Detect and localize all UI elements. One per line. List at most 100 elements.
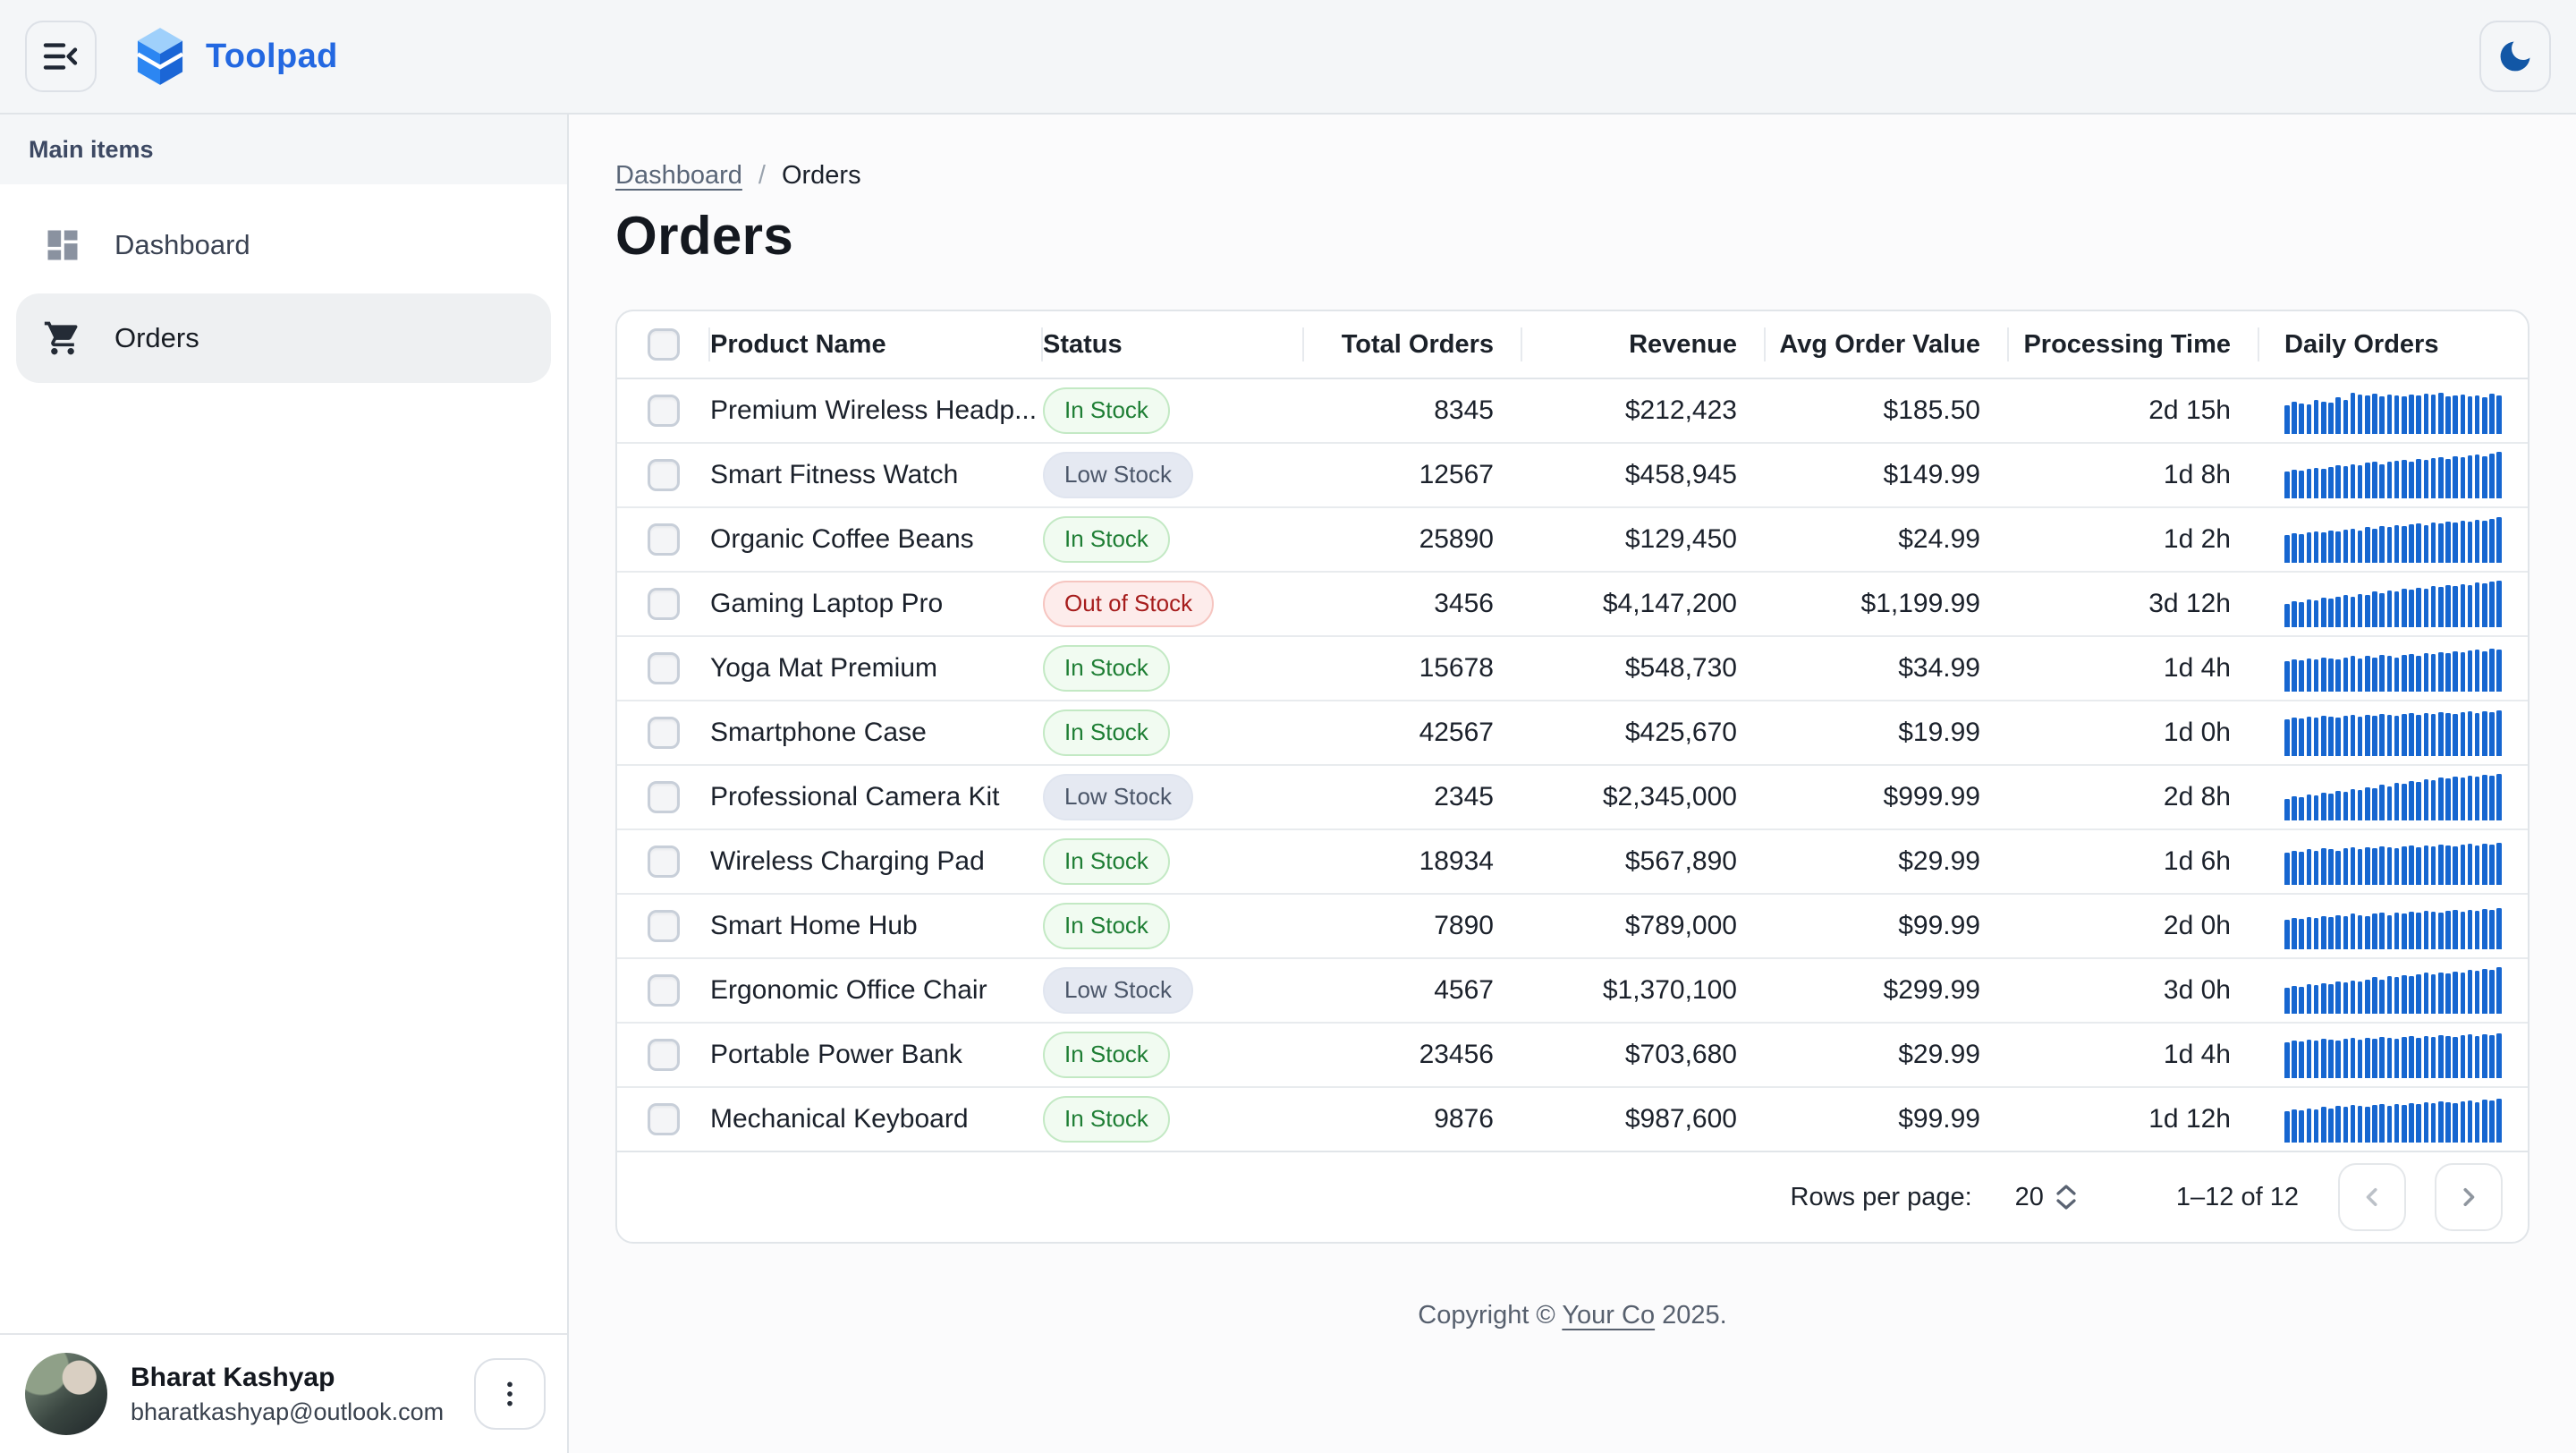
total-orders-cell: 42567	[1419, 718, 1494, 747]
column-header-revenue[interactable]: Revenue	[1522, 311, 1766, 378]
status-badge: Low Stock	[1043, 774, 1193, 820]
total-orders-cell: 8345	[1434, 395, 1494, 425]
previous-page-button[interactable]	[2338, 1163, 2406, 1231]
revenue-cell: $212,423	[1624, 395, 1737, 425]
sidebar-section-label: Main items	[0, 115, 567, 184]
chevron-right-icon	[2453, 1181, 2485, 1213]
daily-orders-cell	[2259, 1096, 2528, 1143]
daily-orders-cell	[2259, 387, 2528, 434]
kebab-menu-icon	[492, 1376, 528, 1412]
column-header-processing-time[interactable]: Processing Time	[2009, 311, 2259, 378]
processing-time-cell: 2d 15h	[2148, 395, 2231, 425]
table-row: Wireless Charging Pad In Stock 18934 $56…	[617, 830, 2528, 895]
table-row: Organic Coffee Beans In Stock 25890 $129…	[617, 508, 2528, 573]
column-header-status[interactable]: Status	[1043, 311, 1304, 378]
row-checkbox[interactable]	[648, 459, 680, 491]
table-row: Smart Home Hub In Stock 7890 $789,000 $9…	[617, 895, 2528, 959]
daily-orders-cell	[2259, 774, 2528, 820]
daily-orders-sparkline	[2284, 710, 2510, 756]
sidebar-user-section: Bharat Kashyap bharatkashyap@outlook.com	[0, 1333, 567, 1453]
revenue-cell: $129,450	[1624, 524, 1737, 554]
total-orders-cell: 7890	[1434, 911, 1494, 940]
avg-order-value-cell: $1,199.99	[1860, 589, 1980, 618]
next-page-button[interactable]	[2435, 1163, 2503, 1231]
row-checkbox[interactable]	[648, 974, 680, 1007]
daily-orders-sparkline	[2284, 452, 2510, 498]
product-name-cell: Organic Coffee Beans	[710, 524, 974, 554]
status-cell: Out of Stock	[1043, 581, 1304, 627]
table-row: Premium Wireless Headp... In Stock 8345 …	[617, 379, 2528, 444]
status-badge: In Stock	[1043, 903, 1170, 949]
avg-order-value-cell: $999.99	[1883, 782, 1980, 811]
sidebar-item-dashboard[interactable]: Dashboard	[16, 200, 551, 290]
status-cell: In Stock	[1043, 516, 1304, 563]
daily-orders-cell	[2259, 1032, 2528, 1078]
avg-order-value-cell: $299.99	[1883, 975, 1980, 1005]
app-home-link[interactable]: Toolpad	[136, 28, 338, 85]
page-title: Orders	[615, 206, 794, 266]
processing-time-cell: 1d 4h	[2163, 1040, 2231, 1069]
row-checkbox[interactable]	[648, 910, 680, 942]
revenue-cell: $4,147,200	[1602, 589, 1737, 618]
processing-time-cell: 2d 0h	[2163, 911, 2231, 940]
processing-time-cell: 1d 12h	[2148, 1104, 2231, 1134]
row-checkbox[interactable]	[648, 652, 680, 684]
avg-order-value-cell: $29.99	[1898, 1040, 1980, 1069]
select-all-checkbox[interactable]	[648, 328, 680, 361]
processing-time-cell: 2d 8h	[2163, 782, 2231, 811]
shopping-cart-icon	[41, 317, 84, 360]
status-badge: In Stock	[1043, 1032, 1170, 1078]
breadcrumb-link-dashboard[interactable]: Dashboard	[615, 161, 742, 190]
row-checkbox[interactable]	[648, 845, 680, 878]
total-orders-cell: 3456	[1434, 589, 1494, 618]
sidebar-item-orders[interactable]: Orders	[16, 293, 551, 383]
breadcrumb: Dashboard / Orders	[615, 161, 2529, 191]
status-badge: Low Stock	[1043, 452, 1193, 498]
avg-order-value-cell: $19.99	[1898, 718, 1980, 747]
row-checkbox[interactable]	[648, 1103, 680, 1135]
collapse-sidebar-button[interactable]	[25, 21, 97, 92]
status-badge: In Stock	[1043, 710, 1170, 756]
row-checkbox-cell	[617, 959, 710, 1022]
table-row: Professional Camera Kit Low Stock 2345 $…	[617, 766, 2528, 830]
user-avatar	[25, 1353, 107, 1435]
total-orders-cell: 12567	[1419, 460, 1494, 489]
status-cell: In Stock	[1043, 1032, 1304, 1078]
daily-orders-cell	[2259, 645, 2528, 692]
row-checkbox[interactable]	[648, 395, 680, 427]
company-link[interactable]: Your Co	[1562, 1301, 1656, 1330]
product-name-cell: Portable Power Bank	[710, 1040, 962, 1069]
total-orders-cell: 2345	[1434, 782, 1494, 811]
status-cell: In Stock	[1043, 645, 1304, 692]
user-menu-button[interactable]	[474, 1358, 546, 1430]
theme-toggle-button[interactable]	[2479, 21, 2551, 92]
column-header-product-name[interactable]: Product Name	[710, 311, 1043, 378]
column-header-daily-orders[interactable]: Daily Orders	[2284, 329, 2439, 359]
column-header-total-orders[interactable]: Total Orders	[1304, 311, 1522, 378]
rows-per-page-select[interactable]: 20	[2015, 1183, 2076, 1212]
dashboard-icon	[41, 224, 84, 267]
daily-orders-sparkline	[2284, 838, 2510, 885]
daily-orders-sparkline	[2284, 1096, 2510, 1143]
row-checkbox-cell	[617, 1088, 710, 1151]
row-checkbox[interactable]	[648, 1039, 680, 1071]
revenue-cell: $567,890	[1624, 846, 1737, 876]
column-header-avg-order-value[interactable]: Avg Order Value	[1766, 311, 2009, 378]
daily-orders-cell	[2259, 967, 2528, 1014]
status-cell: Low Stock	[1043, 967, 1304, 1014]
collapse-menu-icon	[39, 35, 82, 78]
processing-time-cell: 1d 8h	[2163, 460, 2231, 489]
user-email: bharatkashyap@outlook.com	[131, 1398, 445, 1425]
row-checkbox[interactable]	[648, 588, 680, 620]
row-checkbox[interactable]	[648, 523, 680, 556]
breadcrumb-separator: /	[758, 161, 766, 190]
sidebar-item-label: Dashboard	[114, 229, 250, 260]
sidebar-nav: Dashboard Orders	[0, 184, 567, 399]
header-checkbox-cell	[617, 311, 710, 378]
product-name-cell: Smart Fitness Watch	[710, 460, 959, 489]
row-checkbox[interactable]	[648, 781, 680, 813]
row-checkbox[interactable]	[648, 717, 680, 749]
total-orders-cell: 4567	[1434, 975, 1494, 1005]
avg-order-value-cell: $99.99	[1898, 1104, 1980, 1134]
status-cell: In Stock	[1043, 838, 1304, 885]
